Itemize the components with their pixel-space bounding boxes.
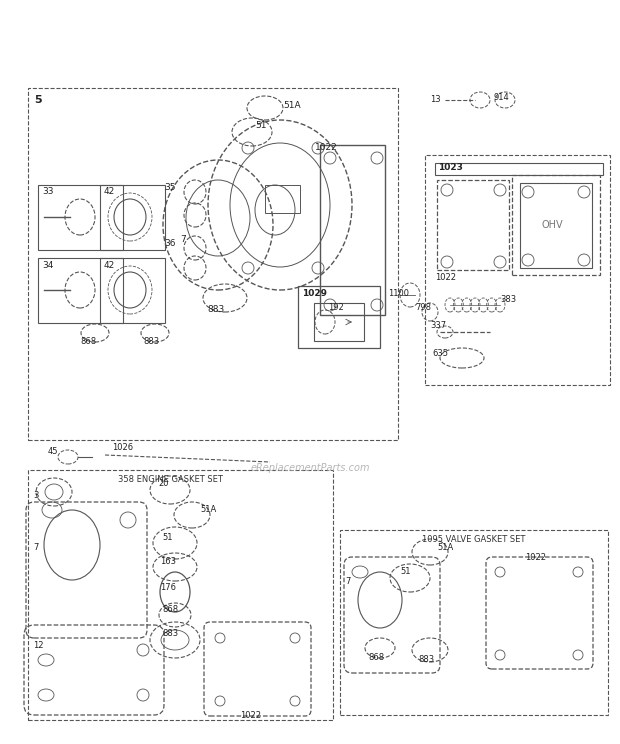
Text: 883: 883 [418, 655, 434, 664]
Text: 12: 12 [33, 641, 43, 650]
Text: 20: 20 [158, 478, 169, 487]
Text: 5: 5 [34, 95, 42, 105]
Bar [28, 88, 398, 440]
Text: 34: 34 [42, 260, 53, 269]
Text: 914: 914 [493, 92, 509, 101]
Bar [28, 470, 333, 720]
Text: 1023: 1023 [438, 162, 463, 172]
Text: 51A: 51A [200, 504, 216, 513]
Text: 1100: 1100 [388, 289, 409, 298]
Text: 36: 36 [164, 240, 176, 248]
Text: 45: 45 [48, 447, 58, 457]
Text: 42: 42 [104, 187, 115, 196]
Text: 1029: 1029 [302, 289, 327, 298]
Bar [38, 185, 123, 250]
Bar [314, 303, 364, 341]
Bar [100, 185, 165, 250]
Text: 51: 51 [162, 533, 172, 542]
Text: 3: 3 [33, 490, 38, 499]
Text: 798: 798 [415, 303, 431, 312]
Bar [520, 183, 592, 268]
Text: 1022: 1022 [315, 144, 338, 153]
Text: 337: 337 [430, 321, 446, 330]
Text: 13: 13 [430, 95, 441, 104]
Text: 42: 42 [104, 260, 115, 269]
Text: 1022: 1022 [525, 554, 546, 562]
Bar [437, 180, 509, 270]
Bar [38, 258, 123, 323]
Text: 51: 51 [255, 121, 267, 130]
Text: 883: 883 [143, 338, 159, 347]
Bar [340, 530, 608, 715]
Text: 635: 635 [432, 350, 448, 359]
Text: 868: 868 [162, 604, 178, 614]
Bar [425, 155, 610, 385]
Text: OHV: OHV [542, 220, 564, 230]
Text: 7: 7 [345, 577, 350, 586]
Text: 883: 883 [162, 629, 178, 638]
Text: 358 ENGINE GASKET SET: 358 ENGINE GASKET SET [118, 475, 223, 484]
Text: 868: 868 [80, 338, 96, 347]
Text: 192: 192 [328, 304, 343, 312]
Text: 51A: 51A [437, 542, 453, 551]
Text: 7: 7 [33, 544, 38, 553]
Text: 1026: 1026 [112, 443, 133, 452]
Bar [435, 163, 603, 175]
Text: 51A: 51A [283, 100, 301, 109]
Text: 163: 163 [160, 557, 176, 565]
Text: eReplacementParts.com: eReplacementParts.com [250, 463, 370, 473]
Text: 176: 176 [160, 583, 176, 591]
Text: 7: 7 [180, 236, 186, 245]
Text: 33: 33 [42, 187, 53, 196]
Bar [265, 185, 300, 213]
Text: 35: 35 [164, 184, 176, 193]
Text: 1095 VALVE GASKET SET: 1095 VALVE GASKET SET [422, 536, 526, 545]
Text: 1022: 1022 [435, 274, 456, 283]
Bar [512, 175, 600, 275]
Text: 51: 51 [400, 568, 410, 577]
Text: 383: 383 [500, 295, 516, 304]
Bar [100, 258, 165, 323]
Text: 1022: 1022 [240, 711, 261, 720]
Bar [320, 145, 385, 315]
Text: 868: 868 [368, 653, 384, 662]
Bar [298, 286, 380, 348]
Text: 883: 883 [207, 306, 224, 315]
